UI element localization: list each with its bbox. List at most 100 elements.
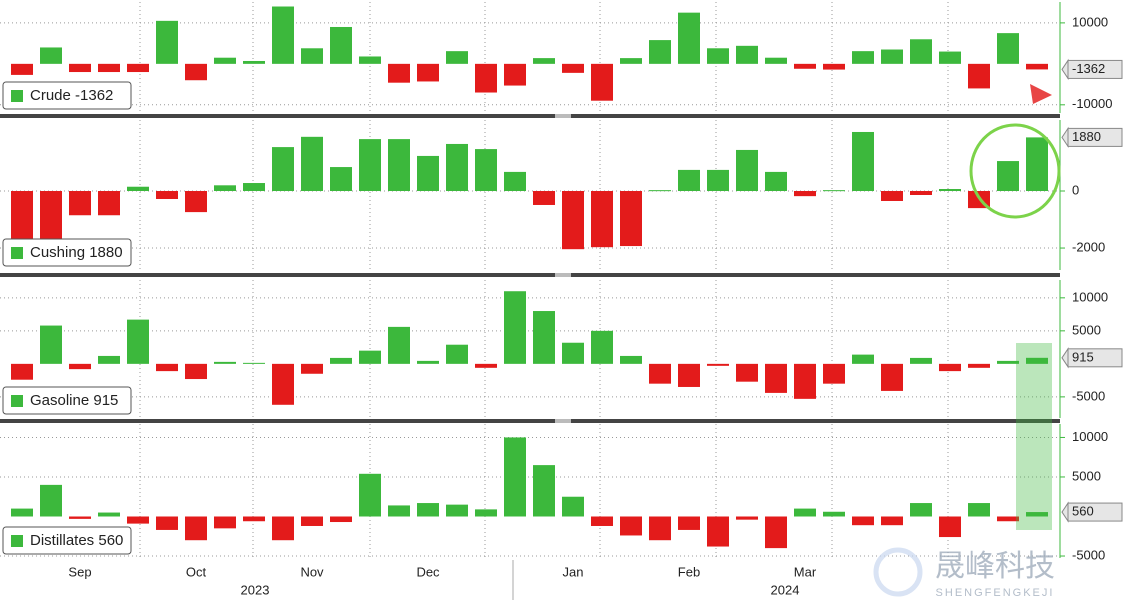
- y-tick-label: -2000: [1072, 239, 1105, 254]
- year-label: 2023: [241, 582, 270, 597]
- last-value-box: [1067, 502, 1123, 522]
- bar: [968, 503, 990, 517]
- y-tick-label: -10000: [1072, 96, 1112, 111]
- bar: [127, 516, 149, 524]
- legend-box: [2, 81, 132, 110]
- bar: [446, 143, 468, 192]
- bar: [765, 516, 787, 549]
- bar: [620, 516, 642, 536]
- bar: [562, 191, 584, 250]
- bar: [185, 363, 207, 380]
- bar: [736, 516, 758, 520]
- bar: [272, 516, 294, 541]
- bar: [794, 63, 816, 69]
- bar: [69, 516, 91, 519]
- x-tick-label: Dec: [416, 564, 440, 579]
- bar: [156, 363, 178, 372]
- bar: [736, 363, 758, 382]
- bar: [272, 147, 294, 192]
- bar: [910, 503, 932, 517]
- bar: [272, 363, 294, 405]
- panels: 10000 -10000 -1362 Crude -1362 0 -2000 1880 Cus…: [0, 2, 1123, 579]
- panel-separator: [0, 114, 1060, 118]
- bar: [852, 354, 874, 364]
- bar: [910, 191, 932, 195]
- bar: [968, 363, 990, 368]
- panel-separator: [555, 273, 571, 277]
- legend-label: Gasoline 915: [30, 392, 118, 409]
- legend-box: [2, 526, 132, 555]
- bar: [823, 63, 845, 70]
- last-value-box: [1067, 348, 1123, 368]
- bar: [649, 190, 671, 192]
- bar: [591, 191, 613, 248]
- bar: [591, 330, 613, 364]
- bar: [330, 26, 352, 64]
- bar: [475, 363, 497, 368]
- bar: [765, 363, 787, 393]
- bar: [1026, 63, 1048, 70]
- legend-swatch: [11, 90, 23, 102]
- bar: [98, 355, 120, 364]
- bar: [214, 361, 236, 364]
- bar: [997, 516, 1019, 522]
- last-value-label: 560: [1072, 504, 1094, 519]
- bar: [533, 311, 555, 364]
- bar: [40, 47, 62, 64]
- bar: [301, 363, 323, 374]
- bar: [1026, 357, 1048, 364]
- bar: [939, 516, 961, 538]
- legend-swatch: [11, 247, 23, 259]
- x-tick-label: Nov: [300, 564, 324, 579]
- bar: [881, 363, 903, 391]
- bar: [214, 516, 236, 529]
- bar: [823, 511, 845, 517]
- bar: [272, 6, 294, 64]
- bar: [968, 63, 990, 89]
- x-tick-label: Sep: [68, 564, 91, 579]
- x-tick-label: Oct: [186, 564, 207, 579]
- bar: [127, 186, 149, 192]
- bar: [359, 473, 381, 517]
- bar: [98, 63, 120, 73]
- bar: [504, 63, 526, 86]
- x-tick-label: Feb: [678, 564, 700, 579]
- x-tick-label: Jan: [563, 564, 584, 579]
- bar: [939, 189, 961, 192]
- bar: [736, 45, 758, 64]
- bar: [69, 191, 91, 216]
- bar: [417, 503, 439, 517]
- bar: [214, 57, 236, 64]
- legend-box: [2, 238, 132, 267]
- bar: [69, 363, 91, 370]
- bar: [11, 508, 33, 517]
- bar: [98, 512, 120, 517]
- highlight-circle: [969, 123, 1061, 219]
- bar: [707, 516, 729, 547]
- bar: [417, 360, 439, 364]
- y-tick-label: 10000: [1072, 289, 1108, 304]
- bar: [881, 191, 903, 201]
- last-value-label: 915: [1072, 349, 1094, 364]
- bar: [620, 191, 642, 247]
- watermark-subtitle: SHENGFENGKEJI: [936, 587, 1055, 599]
- last-value-label: -1362: [1072, 61, 1105, 76]
- bar: [446, 504, 468, 517]
- bar: [997, 33, 1019, 64]
- bar: [823, 190, 845, 192]
- bar: [997, 161, 1019, 192]
- bar: [475, 509, 497, 517]
- panel-separator: [0, 419, 1060, 423]
- bar: [11, 63, 33, 75]
- bar: [11, 363, 33, 380]
- bar: [388, 326, 410, 364]
- bar: [678, 12, 700, 64]
- y-tick-label: -5000: [1072, 388, 1105, 403]
- bar: [649, 363, 671, 384]
- bar: [330, 357, 352, 364]
- bar: [1026, 137, 1048, 192]
- bar: [359, 56, 381, 64]
- bar: [562, 496, 584, 517]
